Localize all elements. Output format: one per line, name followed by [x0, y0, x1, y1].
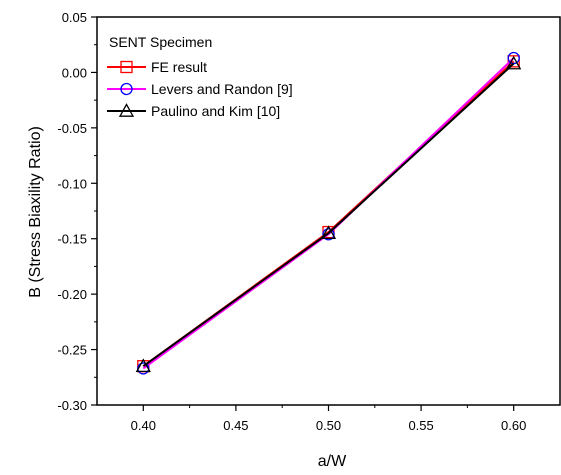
y-tick-label: -0.05: [57, 121, 87, 136]
plot-frame: [96, 16, 561, 406]
legend-marker: [118, 103, 135, 117]
y-tick-label: -0.30: [57, 398, 87, 413]
data-point: [135, 358, 151, 373]
legend: SENT Specimen FE result Levers and Randon…: [107, 34, 293, 119]
legend-label: Levers and Randon [9]: [151, 81, 293, 97]
x-tick-label: 0.40: [131, 418, 156, 433]
series-line: [142, 62, 515, 368]
x-tick-label: 0.45: [223, 418, 248, 433]
y-tick-label: 0.00: [62, 65, 87, 80]
plot-area: 0.40 0.45 0.50 0.55 0.60 0.05 0.00 -0.05 -0.10 -0…: [57, 10, 561, 433]
legend-marker: [120, 82, 133, 96]
x-axis-title: a/W: [318, 453, 347, 470]
data-point: [322, 228, 335, 241]
legend-title: SENT Specimen: [109, 34, 212, 50]
y-tick-label: -0.25: [57, 343, 87, 358]
legend-label: Paulino and Kim [10]: [151, 103, 280, 119]
data-point: [506, 55, 522, 70]
y-axis-title: B (Stress Biaxility Ratio): [27, 126, 44, 298]
x-tick-label: 0.60: [501, 418, 526, 433]
data-point: [507, 51, 520, 65]
y-tick-label: 0.05: [62, 10, 87, 25]
y-tick-label: -0.20: [57, 287, 87, 302]
x-tick-label: 0.55: [408, 418, 433, 433]
y-tick-label: -0.15: [57, 232, 87, 247]
legend-label: FE result: [151, 59, 207, 75]
x-tick-label: 0.50: [316, 418, 341, 433]
legend-marker: [120, 60, 133, 74]
data-point: [320, 225, 337, 240]
y-tick-label: -0.10: [57, 176, 87, 191]
